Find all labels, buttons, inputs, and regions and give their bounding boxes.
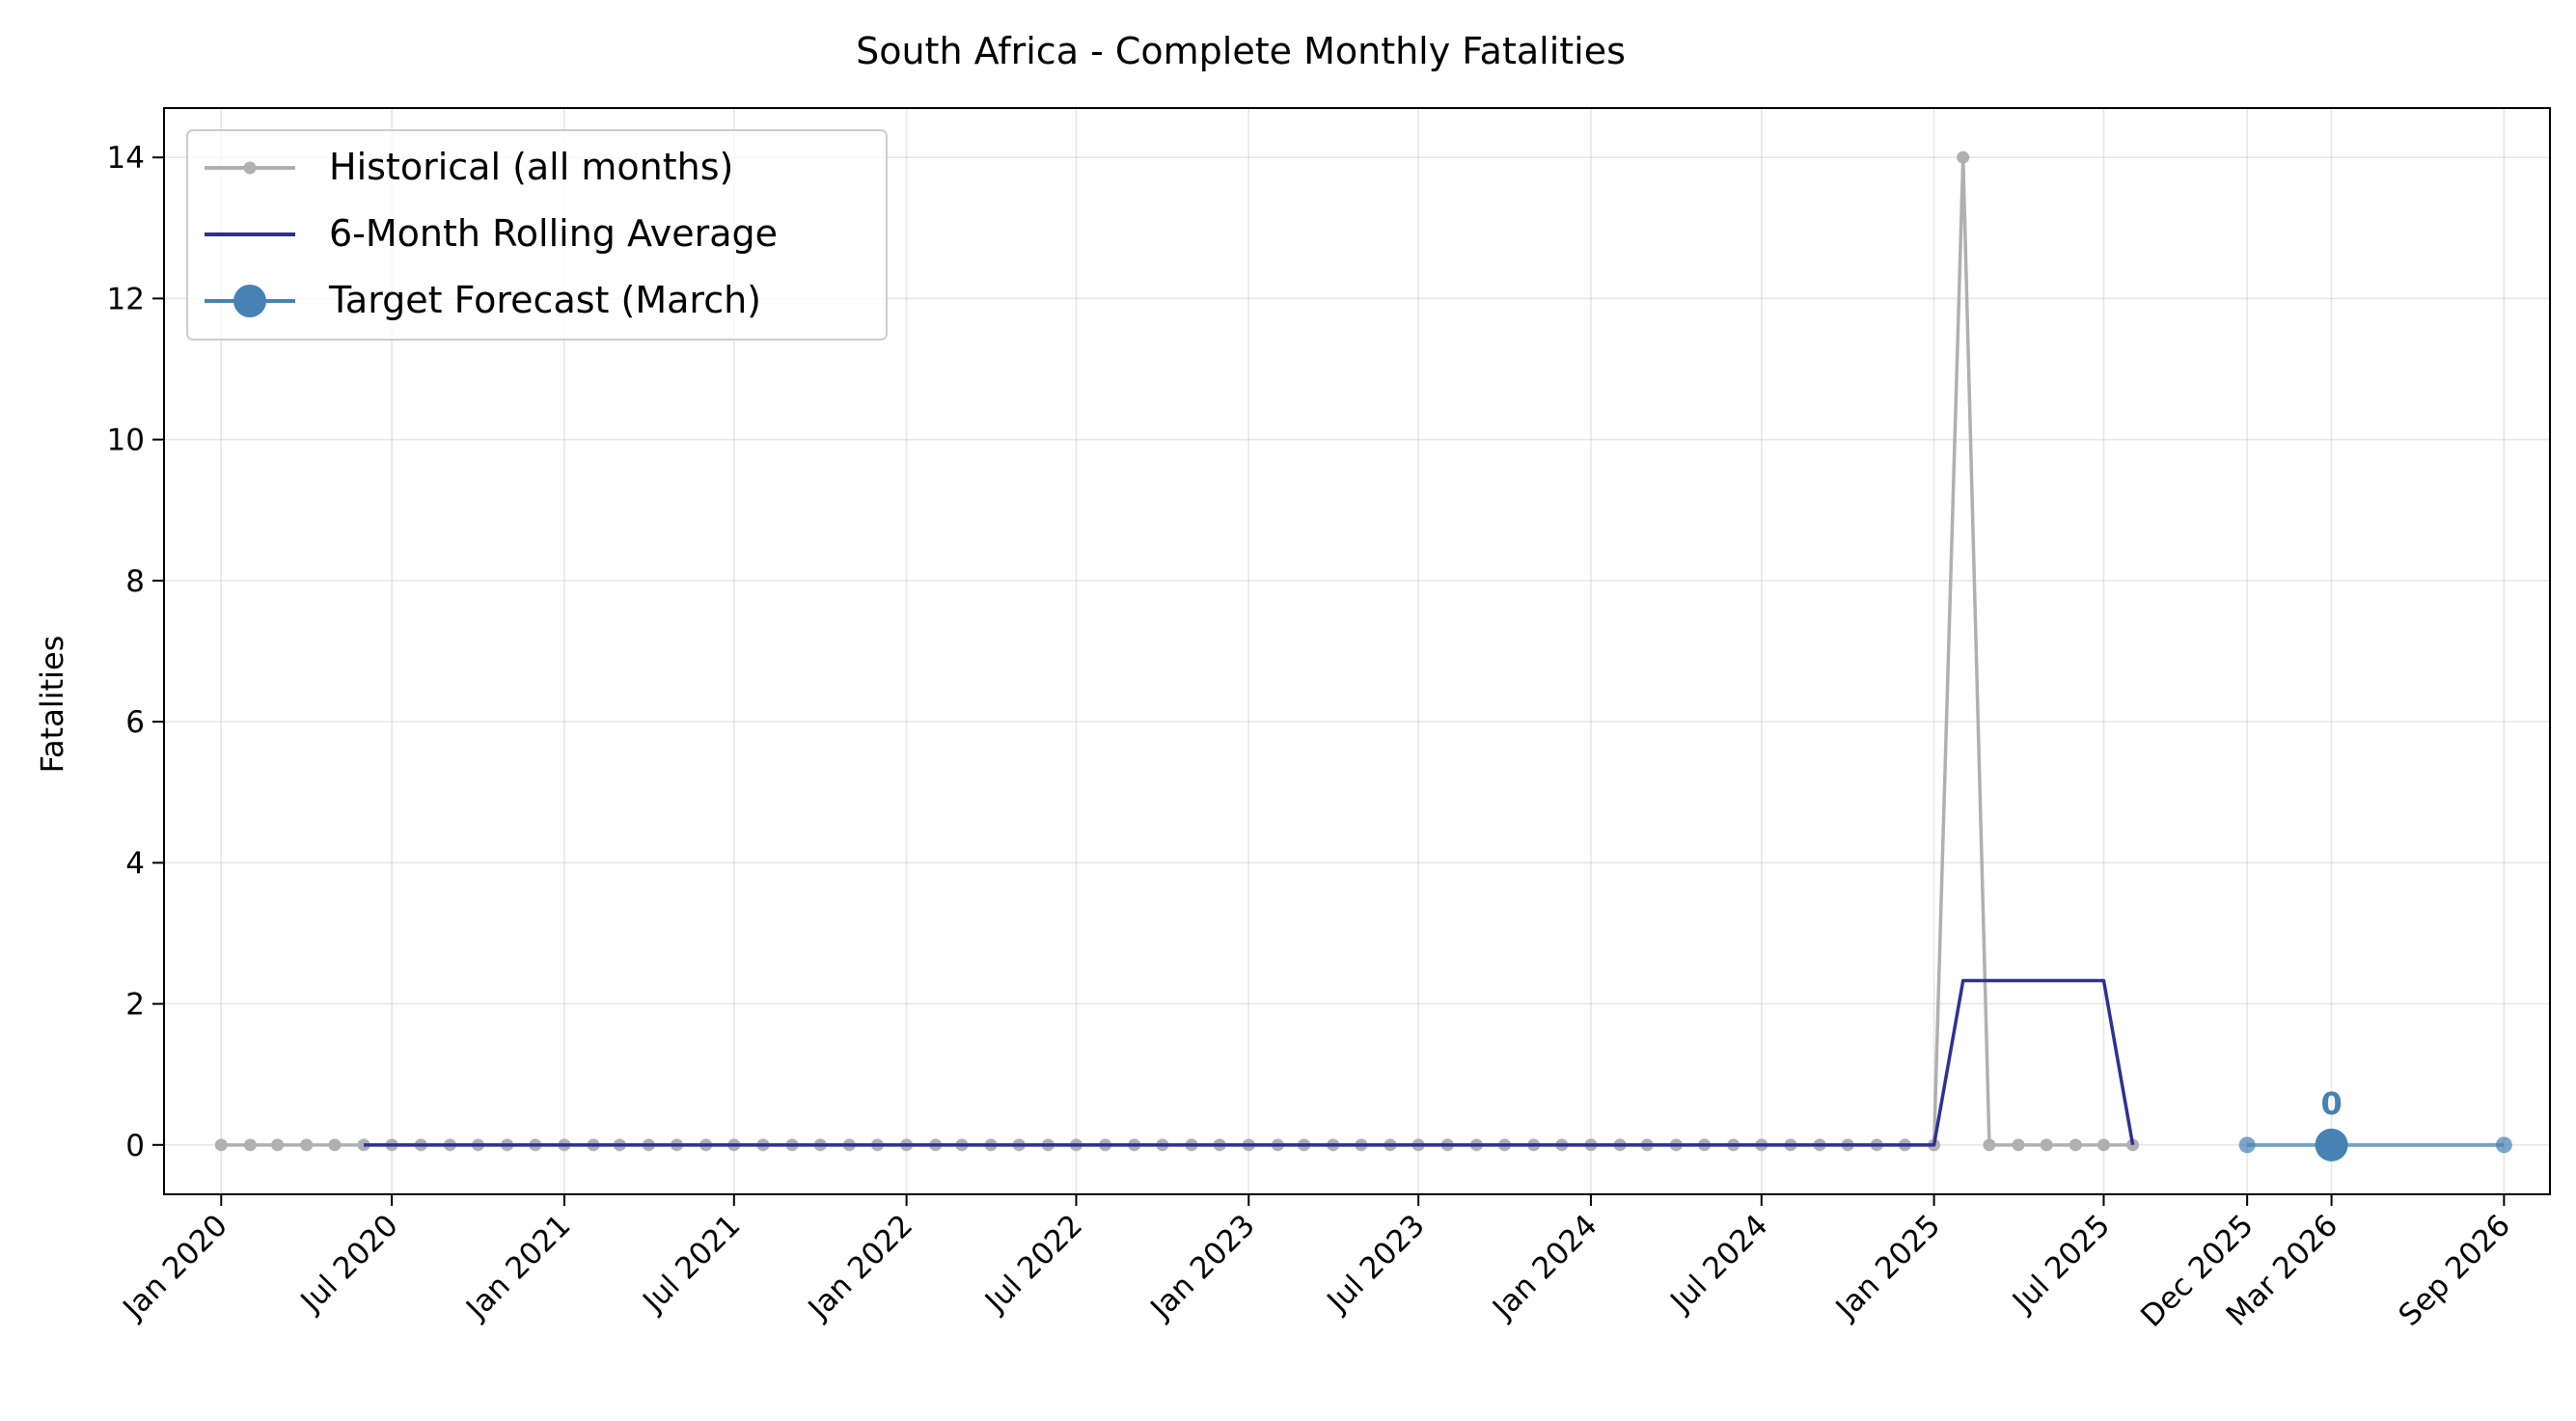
legend-marker-1 <box>243 161 257 175</box>
historical-point <box>2040 1138 2053 1152</box>
historical-point <box>271 1138 285 1152</box>
historical-point <box>1983 1138 1996 1152</box>
legend: Historical (all months) 6-Month Rolling A… <box>186 129 888 341</box>
y-tick-label: 8 <box>125 564 145 599</box>
historical-point <box>2012 1138 2025 1152</box>
historical-point <box>2096 1138 2110 1152</box>
legend-label-2: 6-Month Rolling Average <box>329 212 778 255</box>
historical-point <box>243 1138 257 1152</box>
historical-point <box>2069 1138 2082 1152</box>
y-tick-label: 4 <box>125 846 145 881</box>
y-tick-label: 14 <box>107 141 145 176</box>
chart-title: South Africa - Complete Monthly Fataliti… <box>856 30 1626 72</box>
y-tick-label: 10 <box>107 424 145 458</box>
legend-label-1: Historical (all months) <box>329 146 733 188</box>
legend-label-3: Target Forecast (March) <box>328 279 761 321</box>
y-axis-label: Fatalities <box>34 636 70 774</box>
y-tick-label: 6 <box>125 705 145 740</box>
plot-series: 0 <box>214 150 2512 1161</box>
forecast-point <box>2495 1136 2512 1154</box>
forecast-point <box>2238 1136 2256 1154</box>
axes-frame <box>163 107 2551 1195</box>
y-axis-ticks: 0 2 4 6 8 10 12 14 <box>107 141 164 1163</box>
rolling-average-line <box>363 978 2135 1147</box>
forecast-data-label: 0 <box>2320 1085 2342 1122</box>
y-tick-label: 12 <box>107 282 145 316</box>
legend-marker-3 <box>233 285 266 317</box>
historical-point <box>214 1138 228 1152</box>
y-tick-label: 2 <box>125 988 145 1023</box>
historical-point <box>1957 150 1970 164</box>
forecast-target-point <box>2315 1128 2348 1161</box>
historical-point <box>300 1138 314 1152</box>
y-tick-label: 0 <box>125 1129 145 1163</box>
historical-point <box>328 1138 342 1152</box>
legend-box <box>186 129 888 341</box>
